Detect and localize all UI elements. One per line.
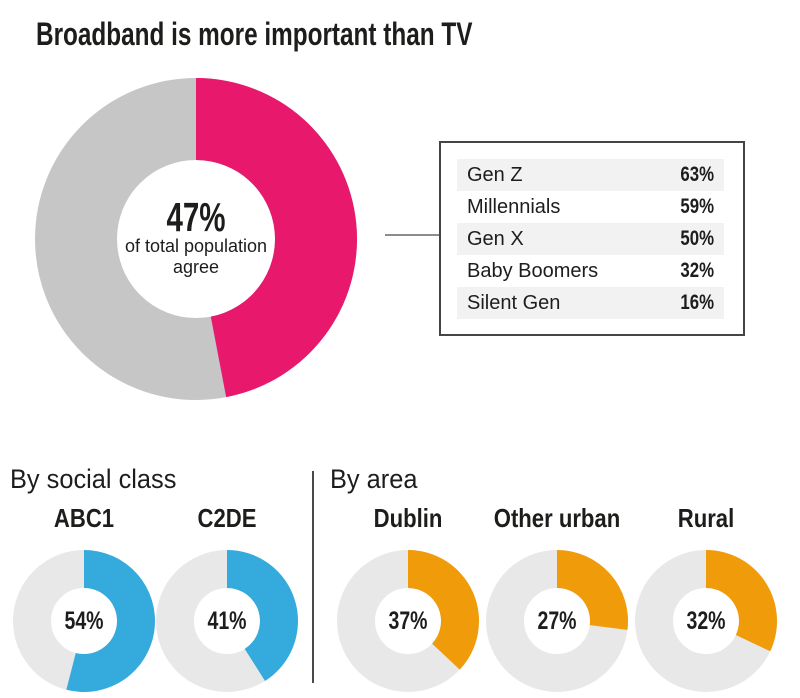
- donut-value-abc1: 54%: [64, 607, 104, 635]
- donut-chart-rural: [635, 550, 777, 692]
- donut-label-c2de: C2DE: [197, 503, 257, 533]
- legend-row: Millennials 59%: [457, 191, 724, 223]
- legend-row: Silent Gen 16%: [457, 287, 724, 319]
- legend-row-label: Millennials: [467, 195, 561, 218]
- section-heading-area: By area: [330, 464, 418, 494]
- legend-row-value: 50%: [680, 227, 714, 250]
- generation-breakdown-rows: Gen Z 63% Millennials 59% Gen X 50% Baby Boome…: [457, 159, 724, 319]
- section-heading-social-class: By social class: [10, 464, 177, 494]
- generation-breakdown-panel: Gen Z 63% Millennials 59% Gen X 50% Baby Boome…: [439, 141, 745, 336]
- legend-row-value: 63%: [680, 163, 714, 186]
- total-donut-center-label: 47% of total population agree: [96, 194, 296, 278]
- legend-row-label: Gen Z: [467, 163, 523, 186]
- chart-title: Broadband is more important than TV: [36, 16, 473, 52]
- legend-row-value: 16%: [680, 291, 714, 314]
- total-percentage-value: 47%: [166, 194, 226, 240]
- legend-row: Gen X 50%: [457, 223, 724, 255]
- legend-row-label: Gen X: [467, 227, 524, 250]
- legend-row-label: Baby Boomers: [467, 259, 599, 282]
- total-caption-line-1: of total population: [124, 236, 268, 256]
- total-donut-chart: [35, 78, 358, 400]
- donut-value-dublin: 37%: [388, 607, 428, 635]
- donut-chart-other_urban: [486, 550, 628, 692]
- section-divider-line: [312, 471, 314, 683]
- legend-row-label: Silent Gen: [467, 291, 561, 314]
- legend-row-value: 59%: [680, 195, 714, 218]
- legend-connector-line: [385, 234, 439, 236]
- donut-value-c2de: 41%: [207, 607, 247, 635]
- legend-row: Gen Z 63%: [457, 159, 724, 191]
- donut-chart-dublin: [337, 550, 480, 692]
- legend-row: Baby Boomers 32%: [457, 255, 724, 287]
- donut-label-other_urban: Other urban: [493, 503, 621, 533]
- donut-chart-abc1: [13, 550, 155, 692]
- donut-label-dublin: Dublin: [373, 503, 443, 533]
- total-caption-line-2: agree: [172, 257, 220, 277]
- donut-value-other_urban: 27%: [537, 607, 577, 635]
- donut-label-rural: Rural: [677, 503, 735, 533]
- donut-label-abc1: ABC1: [53, 503, 115, 533]
- legend-row-value: 32%: [680, 259, 714, 282]
- donut-value-rural: 32%: [686, 607, 726, 635]
- donut-chart-c2de: [156, 550, 299, 692]
